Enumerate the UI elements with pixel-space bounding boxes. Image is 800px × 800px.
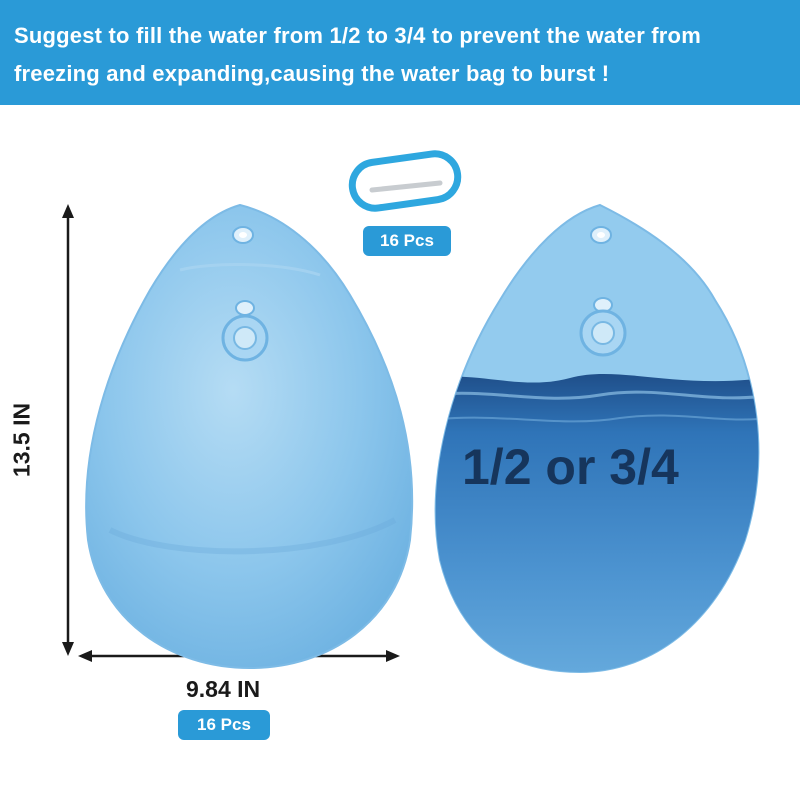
empty-water-bag	[85, 203, 414, 670]
bag-quantity-badge: 16 Pcs	[178, 710, 270, 740]
height-dimension-arrow	[62, 204, 74, 656]
instruction-banner: Suggest to fill the water from 1/2 to 3/…	[0, 0, 800, 105]
carabiner-icon	[348, 150, 462, 212]
height-label: 13.5 IN	[8, 402, 35, 478]
width-label: 9.84 IN	[186, 676, 261, 702]
carabiner-quantity-badge: 16 Pcs	[363, 226, 451, 256]
filled-water-bag	[434, 203, 760, 674]
fill-level-label: 1/2 or 3/4	[462, 439, 679, 495]
banner-text-line-1: Suggest to fill the water from 1/2 to 3/…	[14, 23, 701, 48]
banner-text-line-2: freezing and expanding,causing the water…	[14, 61, 610, 86]
